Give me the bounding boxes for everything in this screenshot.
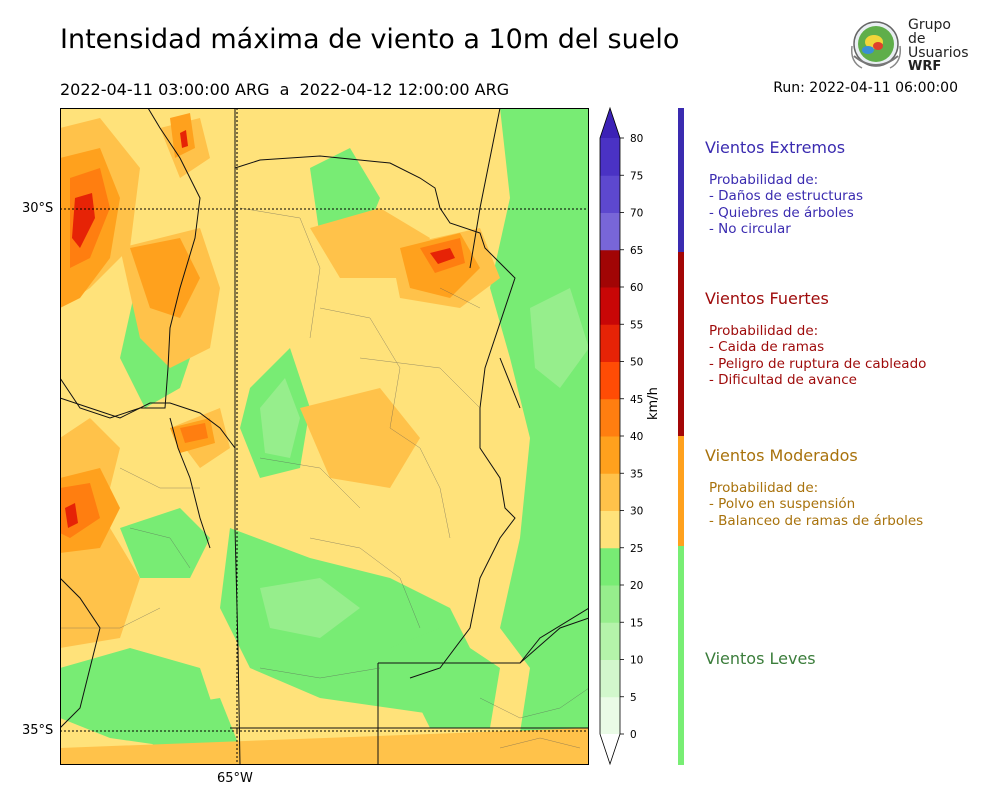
chart-title: Intensidad máxima de viento a 10m del su… [60,24,680,55]
province-borders [60,108,589,765]
colorbar-segment [600,659,620,698]
colorbar-tick-label: 70 [630,208,643,220]
graticule [60,108,589,765]
category-strong-title: Vientos Fuertes [705,289,829,308]
colorbar-segment [600,398,620,437]
colorbar-tick-label: 10 [630,655,643,667]
colorbar-segment [600,324,620,362]
desc-item: - Caida de ramas [709,339,825,356]
colorbar-tick-label: 35 [630,468,643,480]
colorbar-tick-label: 65 [630,245,643,257]
moderate-bar [678,436,684,546]
colorbar-segment [600,287,620,325]
colorbar-tick-label: 45 [630,394,643,406]
category-extreme-title: Vientos Extremos [705,138,846,157]
wind-map [60,108,589,765]
light-bar [678,546,684,765]
desc-label: Probabilidad de: [709,480,819,496]
colorbar-tick-label: 80 [630,133,643,145]
logo-line-1: Grupo de [908,17,951,47]
desc-item: - Peligro de ruptura de cableado [709,355,927,372]
colorbar-segment [600,473,620,511]
colorbar-tick-label: 25 [630,543,643,555]
colorbar-segment [600,585,620,623]
logo-line-2: Usuarios [908,45,969,61]
desc-label: Probabilidad de: [709,172,819,188]
strong-bar [678,252,684,436]
map-frame [60,108,589,765]
colorbar-tick-label: 40 [630,431,643,443]
colorbar-segment [600,249,620,288]
colorbar-segment [600,622,620,660]
logo-line-3: WRF [908,59,942,74]
globe-icon [850,21,902,69]
run-time: Run: 2022-04-11 06:00:00 [773,80,958,96]
colorbar-segment [600,212,620,251]
desc-item: - Daños de estructuras [709,188,864,205]
desc-item: - Dificultad de avance [709,371,857,388]
colorbar-tick-label: 60 [630,282,643,294]
category-light-title: Vientos Leves [705,649,816,668]
category-extreme-desc: Probabilidad de: - Daños de estructuras … [709,172,863,237]
colorbar-segment [600,547,620,586]
colorbar-tick-label: 15 [630,617,643,629]
colorbar-segment [600,361,620,400]
desc-item: - No circular [709,220,791,237]
colorbar-tick-label: 0 [630,729,637,741]
very-light-wind-areas [260,288,589,638]
category-moderate-title: Vientos Moderados [705,446,858,465]
colorbar-tick-label: 55 [630,319,643,331]
colorbar-segment [600,436,620,474]
category-strong-desc: Probabilidad de: - Caida de ramas - Peli… [709,323,926,388]
colorbar-tick-label: 75 [630,170,643,182]
wrf-logo: Grupo de Usuarios WRF [848,16,969,76]
colorbar-tick-label: 20 [630,580,643,592]
lon-label-65: 65°W [217,771,253,786]
lat-label-30: 30°S [22,201,54,216]
colorbar-tick-label: 50 [630,357,643,369]
desc-item: - Balanceo de ramas de árboles [709,512,924,529]
colorbar-extend-bottom [600,734,620,764]
colorbar-segment [600,175,620,213]
colorbar-extend-top [600,108,620,138]
lat-label-35: 35°S [22,723,54,738]
colorbar: 0 5 10 15 20 25 30 35 40 45 50 55 60 65 70 75 80 [599,106,643,766]
colorbar-tick-label: 5 [630,692,637,704]
colorbar-segment [600,138,620,176]
extreme-bar [678,108,684,252]
desc-label: Probabilidad de: [709,323,819,339]
colorbar-segment [600,696,620,735]
category-moderate-desc: Probabilidad de: - Polvo en suspensión -… [709,480,923,529]
desc-item: - Polvo en suspensión [709,496,856,513]
light-wind-areas [60,108,589,765]
colorbar-segment [600,510,620,549]
forecast-period: 2022-04-11 03:00:00 ARG a 2022-04-12 12:… [60,80,510,99]
very-strong-wind-areas [65,130,455,528]
colorbar-tick-label: 30 [630,506,643,518]
department-borders [60,207,589,749]
colorbar-unit: km/h [646,387,661,420]
desc-item: - Quiebres de árboles [709,204,854,221]
